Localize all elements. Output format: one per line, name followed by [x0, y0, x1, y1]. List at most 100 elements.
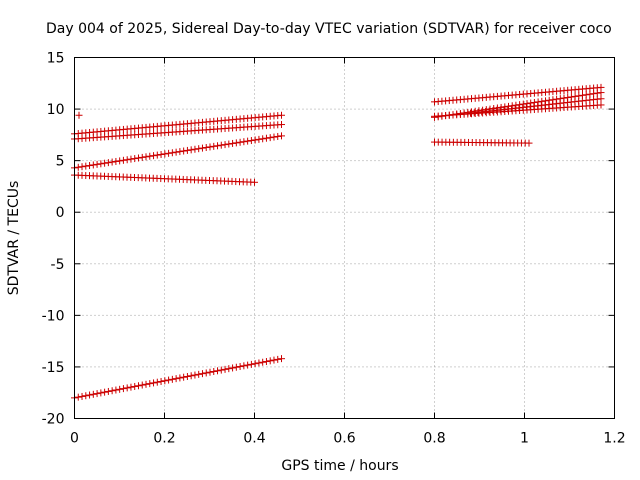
data-point — [270, 133, 278, 141]
data-point — [597, 101, 605, 109]
data-point — [142, 380, 150, 388]
data-point — [274, 132, 282, 140]
data-point — [247, 137, 255, 145]
y-tick-label: 10 — [47, 102, 65, 118]
data-point — [217, 141, 225, 149]
data-point — [123, 384, 131, 392]
data-point — [142, 153, 150, 161]
data-point — [221, 365, 229, 373]
data-point — [240, 362, 248, 370]
data-point — [161, 150, 169, 158]
data-point — [195, 370, 203, 378]
data-point — [131, 382, 139, 390]
data-point — [202, 369, 210, 377]
x-tick-label: 0.2 — [153, 431, 175, 447]
data-point — [78, 392, 86, 400]
data-point — [108, 387, 116, 395]
data-point — [183, 146, 191, 154]
y-tick-label: -20 — [42, 412, 65, 428]
data-point — [519, 100, 527, 108]
data-point — [172, 375, 180, 383]
data-point — [262, 134, 270, 142]
data-point — [232, 139, 240, 147]
data-point — [127, 155, 135, 163]
y-axis-label: SDTVAR / TECUs — [6, 181, 22, 296]
data-point — [93, 390, 101, 398]
data-point — [86, 162, 94, 170]
data-point — [75, 111, 83, 119]
data-point — [112, 386, 120, 394]
data-point — [217, 366, 225, 374]
data-point — [240, 138, 248, 146]
data-point — [138, 153, 146, 161]
plot-frame — [74, 57, 615, 419]
data-point — [82, 162, 90, 170]
chart-title: Day 004 of 2025, Sidereal Day-to-day VTE… — [46, 21, 612, 37]
data-point — [278, 121, 285, 129]
data-point — [134, 382, 142, 390]
data-point — [590, 90, 598, 98]
data-point — [202, 144, 210, 152]
data-point — [116, 385, 124, 393]
data-point — [176, 374, 184, 382]
data-point — [206, 368, 214, 376]
data-point — [172, 148, 180, 156]
data-point — [119, 385, 127, 393]
data-point — [523, 100, 531, 108]
data-point — [530, 98, 538, 106]
y-tick-label: -10 — [42, 308, 65, 324]
data-point — [210, 368, 218, 376]
data-point — [78, 163, 86, 171]
data-point — [89, 390, 97, 398]
data-point — [180, 373, 188, 381]
data-point — [134, 154, 142, 162]
data-point — [157, 377, 165, 385]
data-point — [225, 365, 233, 373]
data-point — [131, 155, 139, 163]
data-point — [266, 134, 274, 142]
data-point — [278, 111, 285, 119]
data-point — [244, 137, 252, 145]
data-point — [97, 160, 105, 168]
data-point — [593, 89, 601, 97]
data-point — [116, 157, 124, 165]
y-tick-label: -15 — [42, 360, 65, 376]
data-point — [97, 389, 105, 397]
data-point — [236, 138, 244, 146]
data-point — [150, 379, 158, 387]
data-point — [168, 375, 176, 383]
data-point — [597, 95, 605, 103]
data-point — [93, 160, 101, 168]
data-point — [74, 163, 82, 171]
x-tick-label: 0.6 — [333, 431, 355, 447]
data-point — [251, 360, 259, 368]
data-point — [229, 139, 237, 147]
data-point — [112, 157, 120, 165]
data-point — [262, 358, 270, 366]
data-point — [255, 135, 263, 143]
data-point — [108, 158, 116, 166]
data-point — [270, 356, 278, 364]
data-point — [225, 140, 233, 148]
data-point — [168, 149, 176, 157]
data-point — [183, 372, 191, 380]
data-point — [104, 387, 112, 395]
data-point — [214, 142, 222, 150]
data-point — [89, 161, 97, 169]
x-axis-label: GPS time / hours — [281, 458, 398, 474]
x-tick-label: 1 — [520, 431, 529, 447]
data-point — [157, 150, 165, 158]
data-point — [104, 159, 112, 167]
data-point — [251, 178, 258, 186]
data-point — [146, 380, 154, 388]
data-point — [251, 136, 259, 144]
data-point — [232, 363, 240, 371]
data-point — [123, 156, 131, 164]
data-point — [229, 364, 237, 372]
data-point — [119, 156, 127, 164]
data-point — [187, 372, 195, 380]
data-point — [259, 358, 267, 366]
data-point — [214, 367, 222, 375]
data-point — [278, 132, 285, 140]
